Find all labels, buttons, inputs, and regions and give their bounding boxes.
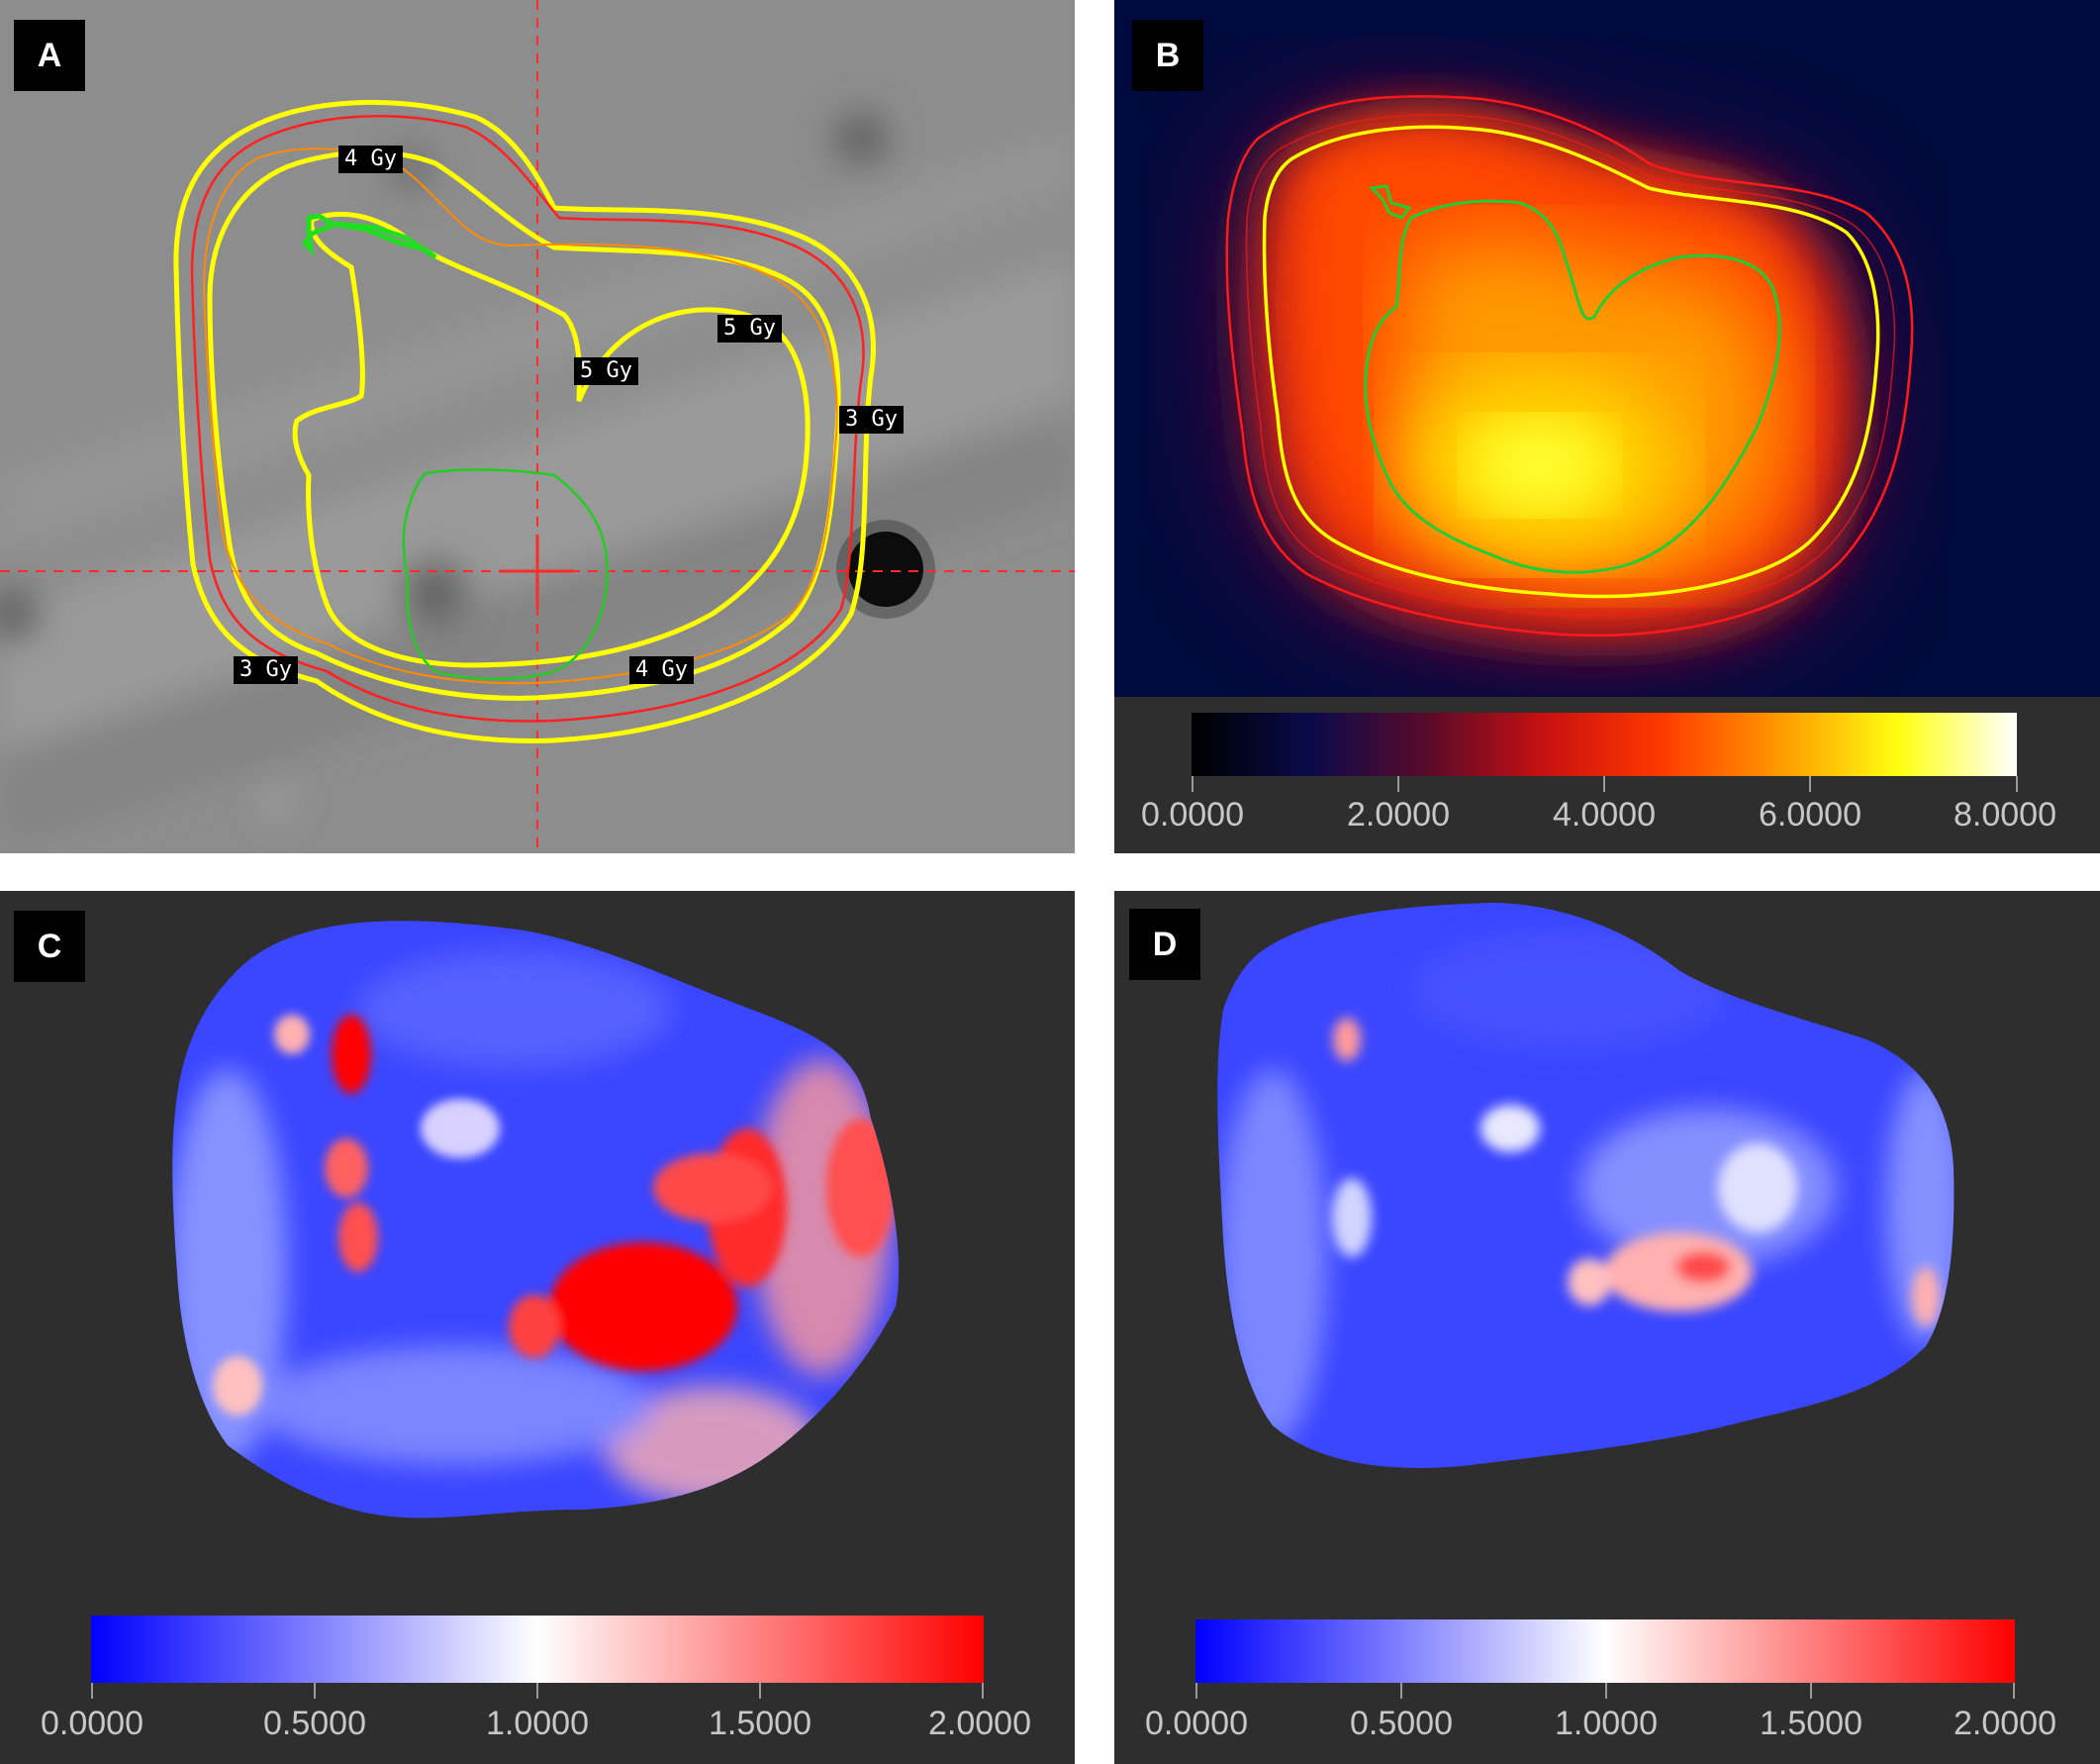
colorbar-tick-0: 0.0000 [1145, 1705, 1248, 1742]
dose-label-3gy-bottom: 3 Gy [234, 656, 298, 684]
panel-c-letter: C [14, 911, 85, 982]
panel-c-image [172, 921, 900, 1519]
colorbar-tick-3: 1.5000 [709, 1705, 811, 1742]
colorbar-tick-4: 2.0000 [1954, 1705, 2056, 1742]
yellow-contour-b [1262, 125, 1880, 599]
colorbar-tick-1: 0.5000 [1350, 1705, 1453, 1742]
colorbar-tick-0: 0.0000 [1141, 796, 1244, 833]
colorbar-tick-2: 1.0000 [486, 1705, 589, 1742]
green-contour-circle [402, 468, 609, 681]
dark-spot [848, 532, 923, 607]
panel-c-colorbar: 0.0000 0.5000 1.0000 1.5000 2.0000 [0, 1596, 1075, 1764]
colorbar-tick-0: 0.0000 [41, 1705, 143, 1742]
dose-label-5gy-right: 5 Gy [717, 315, 782, 343]
panel-d-colorbar: 0.0000 0.5000 1.0000 1.5000 2.0000 [1114, 1596, 2100, 1764]
panel-a-image [0, 0, 1075, 853]
isodose-5gy-contour [292, 212, 811, 668]
colorbar-tick-2: 4.0000 [1553, 796, 1656, 833]
colorbar-gradient-d [1195, 1619, 2015, 1683]
red-contour [190, 114, 865, 723]
green-contour-upper [301, 213, 437, 260]
colorbar-tick-3: 6.0000 [1759, 796, 1861, 833]
colorbar-gradient-c [91, 1616, 984, 1683]
colorbar-tick-4: 8.0000 [1954, 796, 2056, 833]
red-contour-b [1225, 95, 1914, 637]
panel-c-ratio-map: C 0.0000 0.5000 1.0000 1.5000 2.0000 [0, 891, 1075, 1764]
colorbar-tick-2: 1.0000 [1555, 1705, 1658, 1742]
panel-b-dose-heatmap: B 0.0000 2.0000 4.0000 6.0000 8.0000 [1114, 0, 2100, 853]
panel-d-ratio-map: D 0.0000 0.5000 1.0000 1.5000 2.0000 [1114, 891, 2100, 1764]
dose-label-3gy-right: 3 Gy [839, 406, 904, 434]
panel-d-letter: D [1129, 909, 1200, 980]
dose-label-4gy-bottom: 4 Gy [629, 656, 694, 684]
green-contour-b [1364, 184, 1781, 574]
colorbar-tick-1: 0.5000 [263, 1705, 366, 1742]
panel-b-letter: B [1132, 20, 1203, 91]
panel-b-image [1114, 0, 2100, 697]
dose-label-4gy-top: 4 Gy [338, 146, 403, 173]
panel-a-dose-overlay: A 4 Gy 5 Gy 5 Gy 3 Gy 3 Gy 4 Gy [0, 0, 1075, 853]
panel-a-letter: A [14, 20, 85, 91]
colorbar-gradient-b [1192, 713, 2017, 776]
panel-b-colorbar: 0.0000 2.0000 4.0000 6.0000 8.0000 [1114, 697, 2100, 853]
colorbar-tick-4: 2.0000 [928, 1705, 1031, 1742]
colorbar-tick-3: 1.5000 [1760, 1705, 1862, 1742]
isodose-3gy-contour [173, 99, 876, 743]
isodose-4gy-contour [207, 149, 841, 701]
colorbar-tick-1: 2.0000 [1347, 796, 1450, 833]
orange-contour [202, 147, 838, 685]
dose-label-5gy-center: 5 Gy [574, 357, 638, 385]
panel-d-image [1217, 903, 1955, 1469]
